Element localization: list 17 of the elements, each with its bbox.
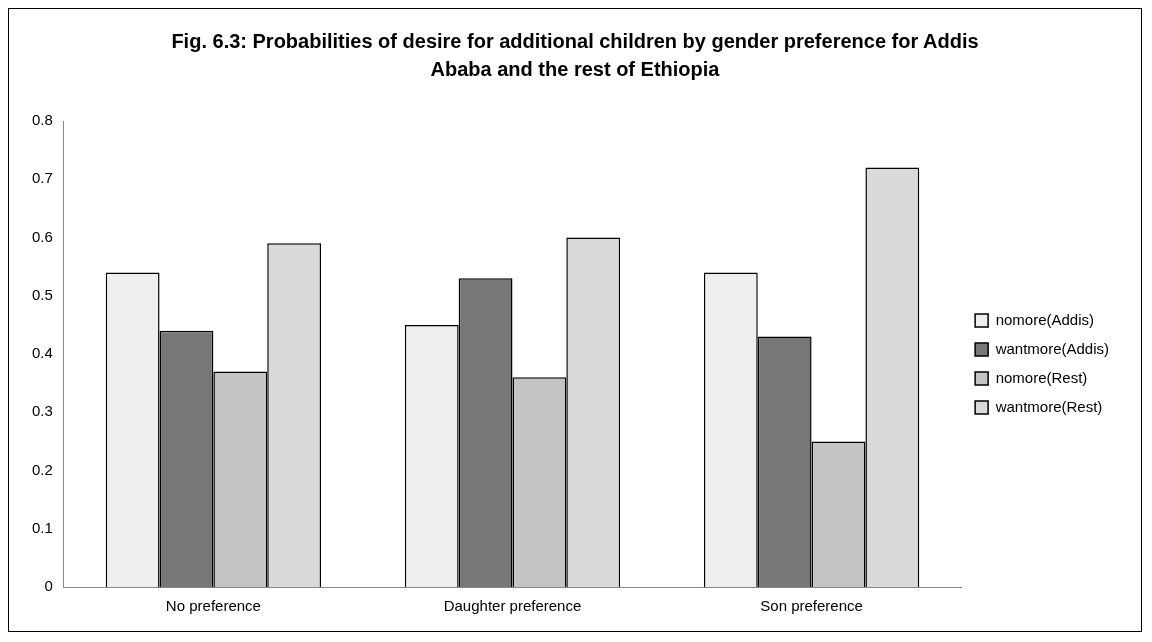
y-tick-label: 0.8	[31, 111, 53, 129]
legend-label: nomore(Rest)	[995, 368, 1088, 386]
y-tick-label: 0.2	[31, 460, 53, 478]
x-tick-label: Daughter preference	[443, 597, 582, 615]
y-tick-label: 0.6	[31, 227, 53, 245]
legend-label: wantmore(Addis)	[994, 339, 1109, 357]
y-tick-label: 0.7	[31, 169, 53, 187]
y-tick-label: 0.1	[31, 518, 53, 536]
legend-label: wantmore(Rest)	[994, 397, 1103, 415]
y-tick-label: 0.5	[31, 285, 53, 303]
legend-label: nomore(Addis)	[995, 310, 1094, 328]
chart-title: Fig. 6.3: Probabilities of desire for additional children by gender preference for Addis Ababa and the rest of Ethiopia	[170, 29, 980, 82]
y-tick-label: 0.4	[31, 344, 53, 362]
x-tick-label: No preference	[165, 597, 261, 615]
y-tick-label: 0	[44, 577, 53, 595]
y-tick-label: 0.3	[31, 402, 53, 420]
x-tick-label: Son preference	[760, 597, 863, 615]
